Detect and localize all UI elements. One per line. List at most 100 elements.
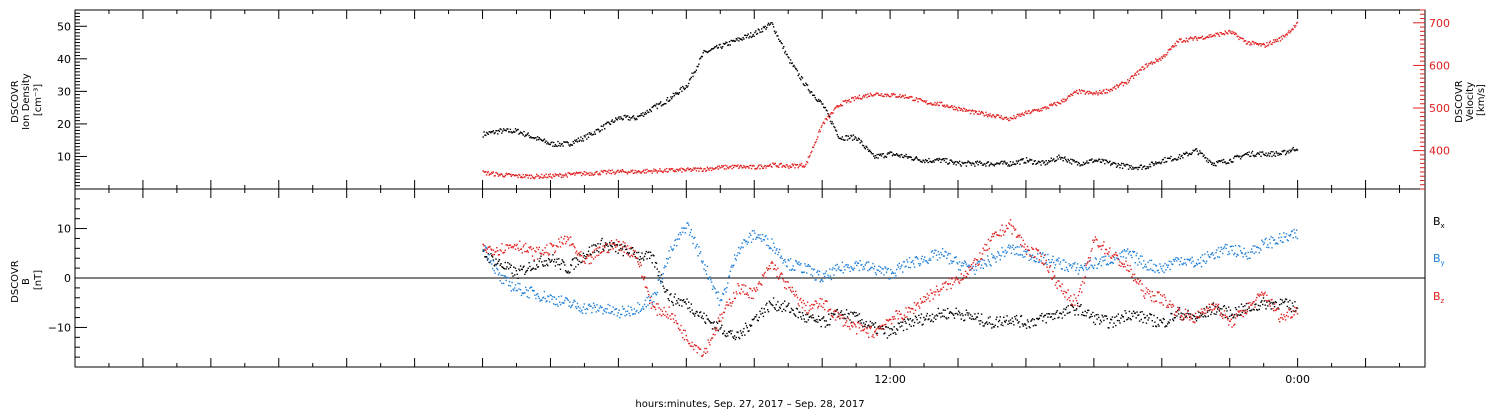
by-point [761, 240, 763, 242]
by-point [1190, 262, 1193, 264]
velocity-point [885, 95, 888, 97]
bx-point [548, 259, 551, 261]
ion-density-point [998, 163, 1001, 165]
velocity-point [754, 168, 756, 170]
velocity-point [1200, 36, 1202, 39]
by-point [661, 278, 664, 280]
by-point [1170, 260, 1172, 263]
by-point [607, 303, 609, 306]
velocity-point [923, 100, 925, 103]
by-point [659, 275, 661, 277]
by-point [924, 256, 926, 258]
bz-point [652, 305, 654, 307]
by-point [750, 234, 752, 236]
velocity-point [649, 170, 651, 172]
velocity-point [1100, 91, 1103, 93]
bz-point [969, 266, 972, 268]
bz-point [1149, 290, 1151, 292]
bx-point [1050, 316, 1052, 318]
bz-point [586, 257, 588, 259]
velocity-point [746, 165, 748, 168]
velocity-point [965, 109, 968, 111]
bx-point [1030, 320, 1032, 322]
bx-point [561, 259, 563, 261]
bx-point [679, 299, 681, 301]
bx-point [1105, 315, 1108, 317]
velocity-point [570, 173, 572, 176]
velocity-point [958, 106, 960, 109]
by-point [1100, 265, 1103, 267]
bz-point [726, 301, 728, 303]
bx-point [1233, 316, 1235, 318]
ion-density-point [486, 132, 489, 135]
bz-point [582, 256, 585, 258]
bx-point [508, 263, 511, 265]
ion-density-point [932, 160, 934, 162]
velocity-point [818, 129, 821, 131]
bx-point [1157, 323, 1159, 326]
ion-density-point [497, 133, 499, 135]
velocity-point [822, 122, 824, 124]
bz-point [688, 342, 691, 345]
ion-density-point [649, 109, 652, 111]
bx-point [823, 320, 826, 322]
by-point [1143, 260, 1145, 262]
by-point [1210, 253, 1212, 256]
bx-point [667, 298, 669, 300]
bx-point [1287, 301, 1289, 303]
bx-point [1102, 316, 1104, 318]
ion-density-point [1158, 161, 1160, 163]
ion-density-point [1028, 160, 1030, 162]
ion-density-point [765, 28, 767, 30]
by-point [819, 280, 821, 283]
velocity-point [1042, 107, 1045, 109]
by-point [1291, 230, 1294, 232]
velocity-point [510, 175, 512, 177]
bx-point [527, 267, 529, 269]
by-point [1111, 261, 1114, 264]
by-point [771, 238, 773, 240]
ion-density-point [1261, 151, 1263, 153]
bz-point [785, 288, 788, 290]
bz-point [704, 347, 706, 350]
ion-density-point [509, 128, 512, 131]
velocity-point [1281, 38, 1283, 40]
bx-point [519, 265, 522, 267]
by-point [1002, 251, 1004, 253]
ion-density-point [1202, 155, 1204, 158]
ion-density-point [1077, 161, 1080, 164]
velocity-point [567, 172, 569, 174]
by-point [592, 307, 594, 309]
bz-point [1013, 227, 1015, 229]
bx-point [513, 266, 515, 268]
bx-point [1290, 308, 1292, 310]
velocity-point [1085, 92, 1087, 94]
bz-point [802, 299, 804, 302]
ion-density-point [912, 158, 914, 161]
bz-point [876, 334, 878, 336]
ion-density-point [840, 137, 842, 140]
by-point [649, 299, 652, 301]
ion-density-point [672, 92, 675, 95]
bz-point [806, 312, 808, 314]
bz-point [618, 240, 620, 243]
bx-point [1099, 323, 1101, 325]
by-point [1052, 255, 1054, 258]
bx-point [1082, 311, 1084, 314]
ion-density-point [543, 138, 546, 140]
bx-point [794, 314, 796, 316]
by-point [746, 243, 748, 245]
bz-point [1121, 262, 1123, 264]
bx-point [608, 249, 610, 251]
bz-point [872, 334, 874, 336]
bx-point [833, 314, 835, 316]
by-point [837, 268, 839, 270]
ion-density-point [990, 162, 992, 164]
velocity-point [750, 164, 752, 167]
velocity-point [1235, 33, 1238, 35]
bz-point [733, 292, 735, 294]
bz-point [1081, 291, 1083, 293]
velocity-point [699, 167, 701, 170]
velocity-point [760, 164, 762, 166]
ion-density-point [725, 41, 727, 43]
